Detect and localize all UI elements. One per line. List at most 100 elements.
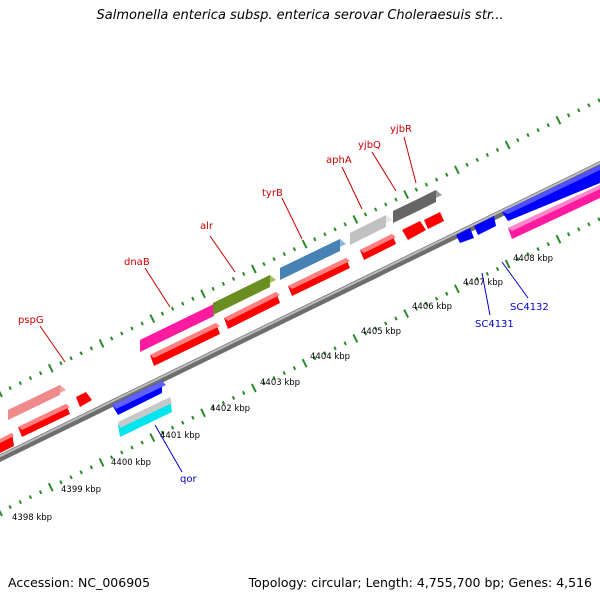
tick-top <box>536 128 540 133</box>
gene-dnaB-block[interactable] <box>140 304 220 352</box>
tick-bottom <box>363 331 368 336</box>
gene-aphA-block[interactable] <box>350 215 392 245</box>
tick-top <box>130 326 134 331</box>
tick-bottom <box>374 326 378 331</box>
gene-label-tyrB[interactable]: tyrB <box>262 188 283 199</box>
gene-SC4132-block[interactable] <box>502 165 600 221</box>
tick-bottom <box>98 457 105 467</box>
gene-track-forward-inner <box>0 212 444 453</box>
tick-top <box>445 172 449 177</box>
gene-label-alr[interactable]: alr <box>200 221 214 232</box>
gene-red-8[interactable] <box>402 221 426 240</box>
tick-top <box>38 371 43 376</box>
tick-top <box>384 202 388 207</box>
gene-SC4131-block[interactable] <box>456 228 474 243</box>
gene-pspG-block[interactable] <box>8 385 66 420</box>
tick-bottom <box>221 400 226 405</box>
tick-top <box>555 115 562 125</box>
tick-top <box>69 356 73 361</box>
gene-label-qor[interactable]: qor <box>180 474 197 485</box>
tick-bottom <box>8 504 12 510</box>
gene-label-SC4131[interactable]: SC4131 <box>475 319 514 330</box>
tick-bottom <box>323 351 327 356</box>
gene-labels-top: pspG dnaB alr tyrB aphA yjbQ yjbR <box>18 124 412 326</box>
tick-bottom <box>251 383 257 393</box>
tick-top <box>211 286 215 291</box>
tick-bottom <box>566 232 571 237</box>
tick-top <box>485 152 490 157</box>
tick-bottom <box>445 291 449 296</box>
tick-top <box>301 239 308 249</box>
tick-bottom <box>536 247 540 252</box>
tick-bottom <box>414 306 418 311</box>
tick-top <box>89 346 94 351</box>
gene-yjbQ-block[interactable] <box>393 199 424 223</box>
tick-top <box>546 123 550 128</box>
kbp-label-4400: 4400 kbp <box>111 458 151 468</box>
tick-top <box>352 214 359 224</box>
tick-bottom <box>181 420 185 425</box>
tick-bottom <box>47 482 54 492</box>
tick-top <box>577 108 581 113</box>
gene-label-yjbQ[interactable]: yjbQ <box>358 140 381 151</box>
tick-top <box>0 390 3 398</box>
tick-top <box>282 252 286 257</box>
tick-top <box>526 133 530 138</box>
gene-red-3[interactable] <box>76 392 92 407</box>
gene-label-pspG[interactable]: pspG <box>18 315 44 326</box>
tick-top <box>160 311 165 316</box>
label-leaders-bottom <box>154 261 529 473</box>
tick-row-top <box>0 98 600 398</box>
label-leaders-top <box>39 136 417 363</box>
gene-tyrB-block[interactable] <box>280 239 346 280</box>
tick-top <box>566 113 571 118</box>
tick-top <box>8 385 12 391</box>
tick-bottom <box>424 301 429 306</box>
gene-yjbR-block[interactable] <box>418 190 442 211</box>
tick-row-bottom <box>0 217 600 517</box>
tick-bottom <box>110 455 114 460</box>
tick-bottom <box>200 408 206 418</box>
tick-bottom <box>18 500 22 505</box>
gene-label-SC4132[interactable]: SC4132 <box>510 302 549 313</box>
tick-bottom <box>313 356 317 361</box>
tick-bottom <box>231 395 236 400</box>
tick-top <box>434 177 439 182</box>
tick-bottom <box>587 222 591 227</box>
gene-label-aphA[interactable]: aphA <box>326 155 352 166</box>
kbp-label-4406: 4406 kbp <box>412 302 452 312</box>
tick-top <box>251 264 257 274</box>
gene-blue-1[interactable] <box>112 381 166 415</box>
gene-red-9[interactable] <box>424 212 444 229</box>
gene-qor-block[interactable] <box>118 397 172 437</box>
gene-SC4131b-block[interactable] <box>474 216 496 235</box>
gene-alr-block[interactable] <box>213 275 276 315</box>
tick-bottom <box>394 316 398 321</box>
tick-bottom <box>79 470 83 475</box>
tick-bottom <box>546 242 550 247</box>
gene-track-reverse <box>112 165 600 437</box>
gene-label-dnaB[interactable]: dnaB <box>124 257 150 268</box>
kbp-label-4404: 4404 kbp <box>310 352 350 362</box>
tick-bottom <box>516 256 520 262</box>
tick-bottom <box>526 252 530 257</box>
tick-bottom <box>504 259 511 269</box>
tick-top <box>587 103 591 108</box>
gene-label-yjbR[interactable]: yjbR <box>390 124 412 135</box>
tick-top <box>454 165 460 175</box>
tick-top <box>495 147 500 153</box>
accession-text: Accession: NC_006905 <box>8 575 151 590</box>
tick-top <box>414 187 418 192</box>
tick-bottom <box>38 490 43 495</box>
tick-top <box>313 237 317 242</box>
kbp-label-4399: 4399 kbp <box>61 485 101 495</box>
tick-bottom <box>434 296 439 301</box>
tick-top <box>272 257 276 262</box>
kbp-label-4405: 4405 kbp <box>361 327 401 337</box>
gene-pink-reverse[interactable] <box>508 185 600 239</box>
tick-bottom <box>333 346 337 351</box>
tick-bottom <box>211 405 215 410</box>
tick-top <box>221 281 226 286</box>
tick-top <box>191 296 195 301</box>
gene-labels-bottom: qor SC4131 SC4132 <box>180 302 549 485</box>
